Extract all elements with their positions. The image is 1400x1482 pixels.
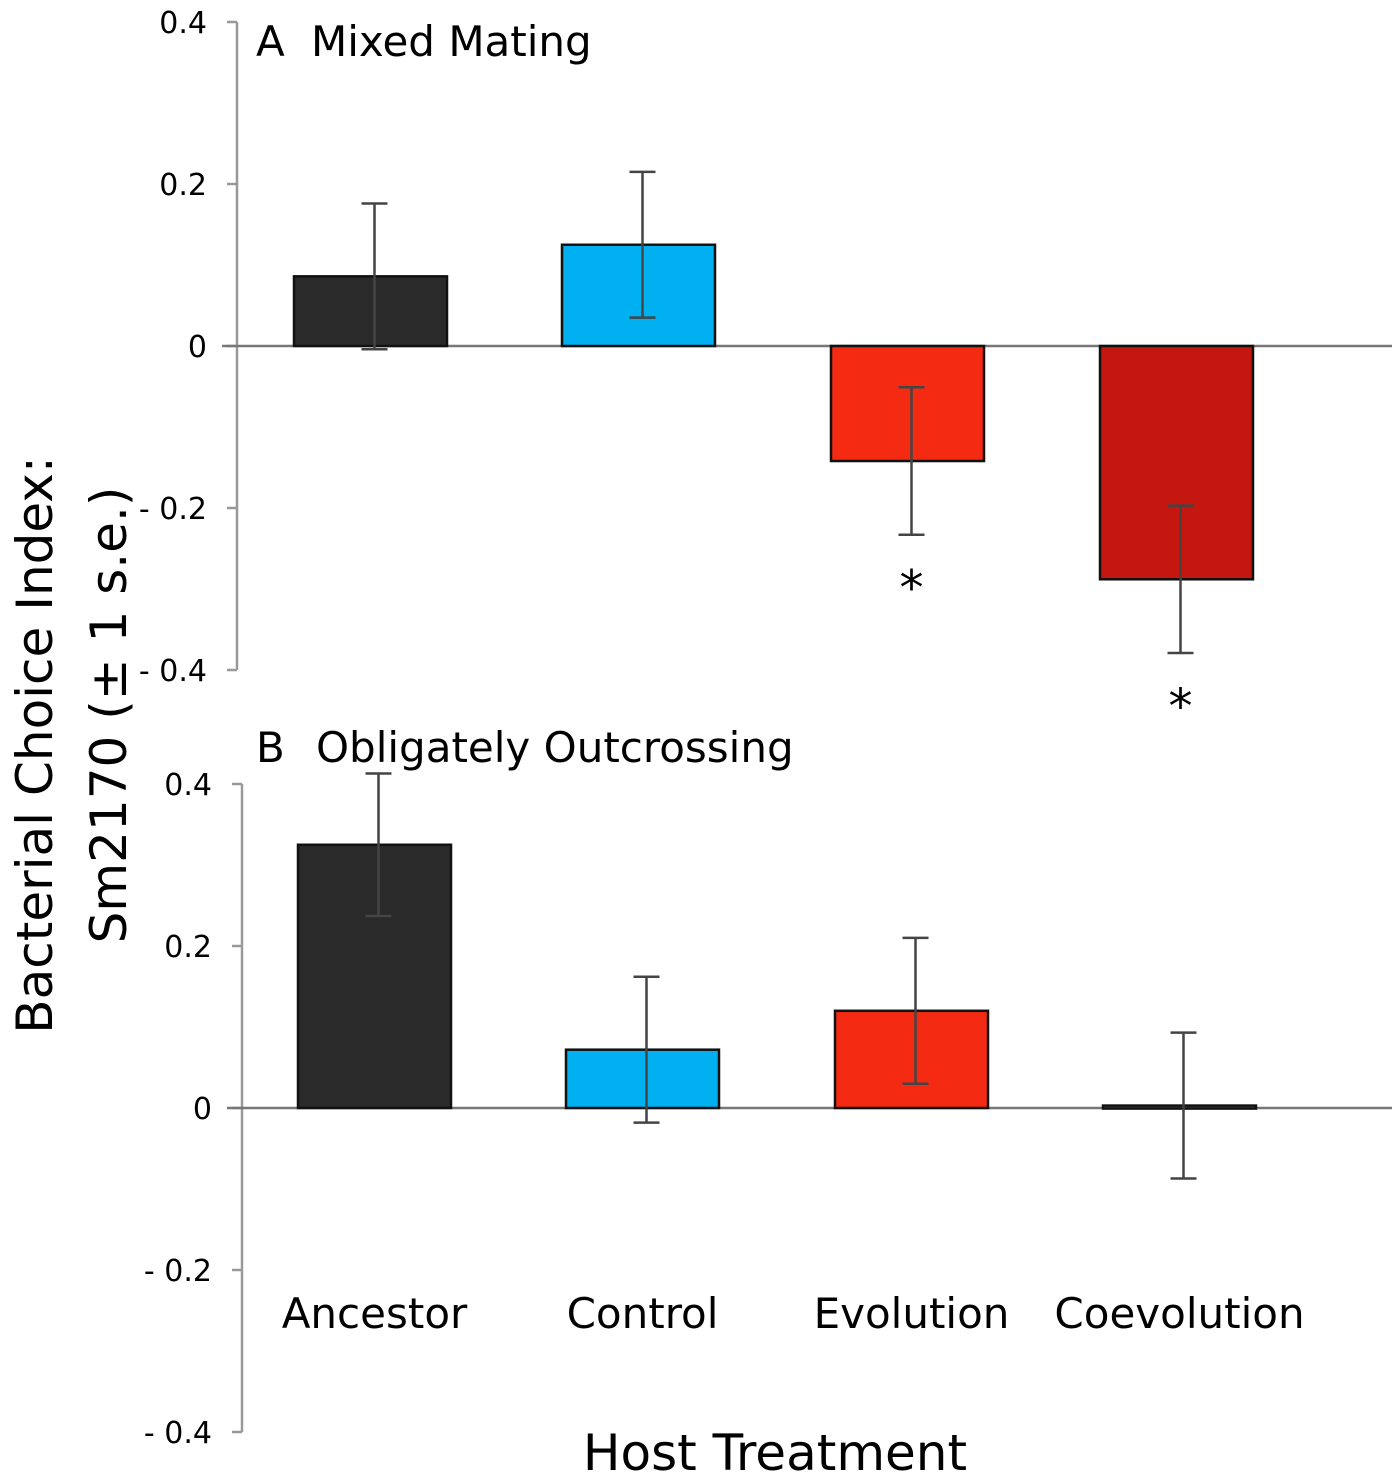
y-axis-label-line2: Sm2170 (± 1 s.e.) [80, 487, 138, 944]
bar-evolution [833, 1009, 990, 1110]
bar-ancestor [292, 275, 449, 348]
y-tick-label: - 0.2 [139, 492, 207, 527]
panel-label: A [256, 17, 285, 66]
bar-coevolution [1101, 1104, 1258, 1110]
category-label: Control [567, 1289, 719, 1338]
category-label: Ancestor [282, 1289, 468, 1338]
bar-coevolution [1098, 344, 1255, 581]
y-tick-label: - 0.4 [139, 654, 207, 689]
panel-a: 0.4 0.2 0 - 0.2 - 0.4 A Mixed Mating * * [139, 6, 1392, 735]
category-label: Coevolution [1054, 1289, 1304, 1338]
panel-title: Obligately Outcrossing [316, 723, 794, 772]
bar-ancestor [296, 843, 453, 1110]
bar-control [560, 243, 717, 348]
y-tick-label: 0.4 [159, 6, 207, 41]
panel-label: B [256, 723, 285, 772]
category-label: Evolution [814, 1289, 1010, 1338]
significance-marker: * [900, 561, 924, 617]
significance-marker: * [1169, 679, 1193, 735]
y-tick-label: 0.2 [164, 930, 212, 965]
y-tick-label: - 0.4 [144, 1416, 212, 1451]
y-tick-label: - 0.2 [144, 1254, 212, 1289]
bar-evolution [829, 344, 986, 463]
bar-control [564, 1048, 721, 1110]
y-tick-label: 0 [188, 330, 207, 365]
y-tick-label: 0 [193, 1092, 212, 1127]
x-axis-label: Host Treatment [583, 1424, 967, 1482]
panel-title: Mixed Mating [311, 17, 592, 66]
y-axis-label-line1: Bacterial Choice Index: [6, 456, 64, 1033]
panel-b: 0.4 0.2 0 - 0.2 - 0.4 B Obligately Outcrossing… [144, 723, 1392, 1451]
y-tick-label: 0.4 [164, 768, 212, 803]
y-tick-label: 0.2 [159, 168, 207, 203]
